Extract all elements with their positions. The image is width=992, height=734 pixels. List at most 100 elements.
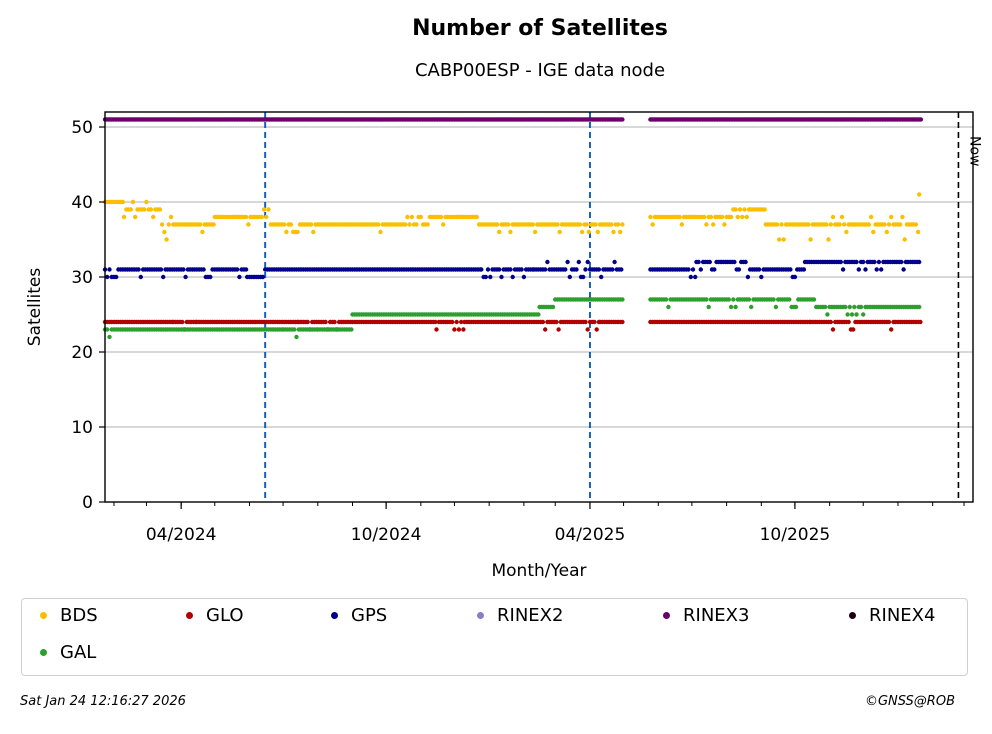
data-point [918,319,923,325]
data-point [450,319,455,325]
data-point [825,312,830,317]
data-point [563,267,568,272]
data-point [405,214,410,220]
data-point [902,237,907,242]
data-point [585,259,590,265]
data-point [198,222,203,227]
data-point [305,319,310,325]
data-point [698,267,703,272]
data-point [264,214,269,220]
data-point [690,267,696,272]
data-point [261,207,267,212]
legend-item-bds: BDS [40,605,98,626]
data-point [611,229,616,235]
data-point [845,312,850,317]
data-point [886,319,892,325]
data-point [679,222,684,227]
data-point [105,274,110,280]
data-point [666,304,671,310]
data-point [792,274,798,280]
data-point [579,229,585,235]
data-point [736,267,742,272]
plot-frame [104,111,974,503]
data-point [745,274,751,280]
data-point [441,222,446,227]
data-point [726,297,731,302]
data-point [510,274,515,280]
chart-legend: BDS GLO GPS RINEX2 RINEX3 RINEX4 GAL [21,598,968,676]
data-point [849,312,855,317]
data-point [459,319,464,325]
data-point [157,207,163,212]
data-point [584,222,589,227]
data-point [686,267,691,272]
legend-item-gps: GPS [331,605,387,626]
data-point [599,274,604,280]
data-point [663,297,669,302]
data-point [872,259,877,265]
data-point [704,297,709,302]
legend-label: RINEX2 [497,605,564,626]
data-point [243,214,249,220]
data-point [168,214,174,220]
data-point [583,319,588,325]
data-point [837,222,842,227]
x-tick-label: 04/2025 [555,525,626,545]
data-point [148,207,154,212]
data-point [742,207,747,212]
data-point [879,267,884,272]
data-point [620,297,625,302]
data-point [243,267,249,272]
data-point [696,259,701,265]
data-point [497,229,502,235]
data-point [378,229,383,235]
data-point [756,267,762,272]
data-point [708,214,714,220]
data-point [107,267,112,272]
data-point [133,214,138,220]
data-point [414,222,419,227]
legend-marker [849,612,856,619]
data-point [650,222,655,227]
data-point [259,214,264,220]
data-point [913,222,919,227]
data-point [882,222,887,227]
data-point [596,267,602,272]
series-bds [102,192,922,242]
legend-label: RINEX4 [869,605,936,626]
data-point [826,237,831,242]
data-point [839,214,845,220]
legend-marker [663,612,670,619]
data-point [294,334,299,340]
data-point [554,319,559,325]
legend-item-rinex2: RINEX2 [477,605,563,626]
chart-title: Number of Satellites [412,16,668,41]
data-point [181,267,186,272]
data-point [556,327,561,332]
data-point [693,274,698,280]
data-point [349,327,354,332]
series-gps [102,259,922,280]
data-point [917,259,922,265]
data-point [323,319,328,325]
data-point [166,222,171,227]
data-point [211,222,216,227]
data-point [917,192,922,197]
data-point [749,304,754,310]
satellite-count-chart: Now 0 10 20 30 40 50 04/2024 10/2024 04/2025 10/20… [25,111,982,581]
data-point [719,214,725,220]
data-point [461,327,466,332]
data-point [861,312,866,317]
data-point [543,327,548,332]
data-point [620,117,625,122]
data-point [581,274,586,280]
data-point [840,267,846,272]
data-point [917,304,922,310]
data-point [260,274,266,280]
data-point [557,229,562,235]
data-point [712,267,717,272]
data-point [781,237,786,242]
data-point [787,297,792,302]
data-point [246,222,251,227]
data-point [615,222,621,227]
